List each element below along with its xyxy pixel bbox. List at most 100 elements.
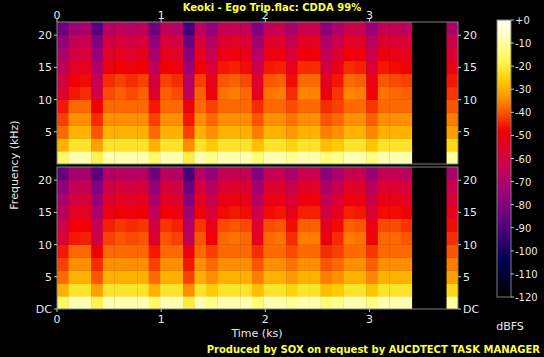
cell	[137, 193, 149, 206]
cell	[149, 232, 161, 245]
cell	[309, 283, 321, 296]
tick	[511, 181, 514, 182]
cell	[286, 283, 298, 296]
cell	[252, 219, 264, 232]
cell	[103, 206, 115, 219]
cell	[263, 74, 275, 87]
cell	[366, 257, 378, 270]
cell	[229, 61, 241, 74]
cell	[343, 219, 355, 232]
cell	[194, 244, 206, 257]
cell	[263, 244, 275, 257]
tick-label: -20	[515, 61, 531, 72]
cell	[91, 270, 103, 283]
cell	[172, 257, 184, 270]
cell	[321, 125, 333, 138]
cell	[378, 99, 390, 112]
cell	[435, 151, 447, 164]
cell	[401, 151, 413, 164]
cell	[275, 180, 287, 193]
cell	[217, 219, 229, 232]
cell	[275, 35, 287, 48]
cell	[114, 48, 126, 61]
cell	[355, 48, 367, 61]
tick-label: +0	[515, 15, 530, 26]
cell	[252, 61, 264, 74]
cell	[309, 167, 321, 180]
cell	[80, 296, 92, 309]
tick	[458, 67, 461, 68]
axis-label: Time (ks)	[230, 327, 282, 340]
cell	[366, 22, 378, 35]
cell	[57, 296, 69, 309]
cell	[378, 180, 390, 193]
cell	[355, 151, 367, 164]
cell	[68, 244, 80, 257]
cell	[57, 193, 69, 206]
cell	[447, 61, 458, 74]
cell	[424, 35, 436, 48]
cell	[68, 74, 80, 87]
cell	[321, 99, 333, 112]
cell	[332, 112, 344, 125]
cell	[401, 180, 413, 193]
tick	[54, 35, 57, 36]
cell	[286, 219, 298, 232]
cell	[309, 257, 321, 270]
cell	[103, 125, 115, 138]
cell	[435, 125, 447, 138]
cell	[183, 35, 195, 48]
tick	[54, 180, 57, 181]
cell	[298, 180, 310, 193]
cell	[149, 283, 161, 296]
cell	[217, 180, 229, 193]
cell	[149, 206, 161, 219]
cell	[298, 193, 310, 206]
cell	[103, 87, 115, 100]
cell	[401, 61, 413, 74]
cell	[275, 193, 287, 206]
cell	[91, 283, 103, 296]
cell	[126, 74, 138, 87]
cell	[240, 151, 252, 164]
cell	[263, 112, 275, 125]
cell	[424, 180, 436, 193]
tick	[369, 309, 370, 312]
cell	[275, 296, 287, 309]
cell	[149, 48, 161, 61]
cell	[57, 74, 69, 87]
cell	[389, 244, 401, 257]
cell	[286, 270, 298, 283]
cell	[229, 48, 241, 61]
cell	[321, 296, 333, 309]
cell	[286, 206, 298, 219]
cell	[343, 206, 355, 219]
cell	[447, 244, 458, 257]
cell	[298, 270, 310, 283]
cell	[80, 87, 92, 100]
cell	[343, 151, 355, 164]
cell	[298, 61, 310, 74]
tick-label: 10	[38, 94, 52, 107]
title: Keoki - Ego Trip.flac: CDDA 99%	[183, 2, 361, 13]
cell	[217, 283, 229, 296]
cell	[57, 232, 69, 245]
cell	[172, 112, 184, 125]
cell	[435, 48, 447, 61]
cell	[321, 283, 333, 296]
cell	[378, 74, 390, 87]
tick-label: -30	[515, 84, 531, 95]
tick-label: 20	[463, 174, 477, 187]
cell	[309, 180, 321, 193]
cell	[114, 244, 126, 257]
cell	[91, 87, 103, 100]
cell	[401, 167, 413, 180]
cell	[240, 22, 252, 35]
cell	[366, 74, 378, 87]
cell	[80, 22, 92, 35]
cell	[68, 125, 80, 138]
cell	[172, 22, 184, 35]
cell	[321, 206, 333, 219]
cell	[321, 35, 333, 48]
tick-label: 1	[158, 313, 165, 326]
